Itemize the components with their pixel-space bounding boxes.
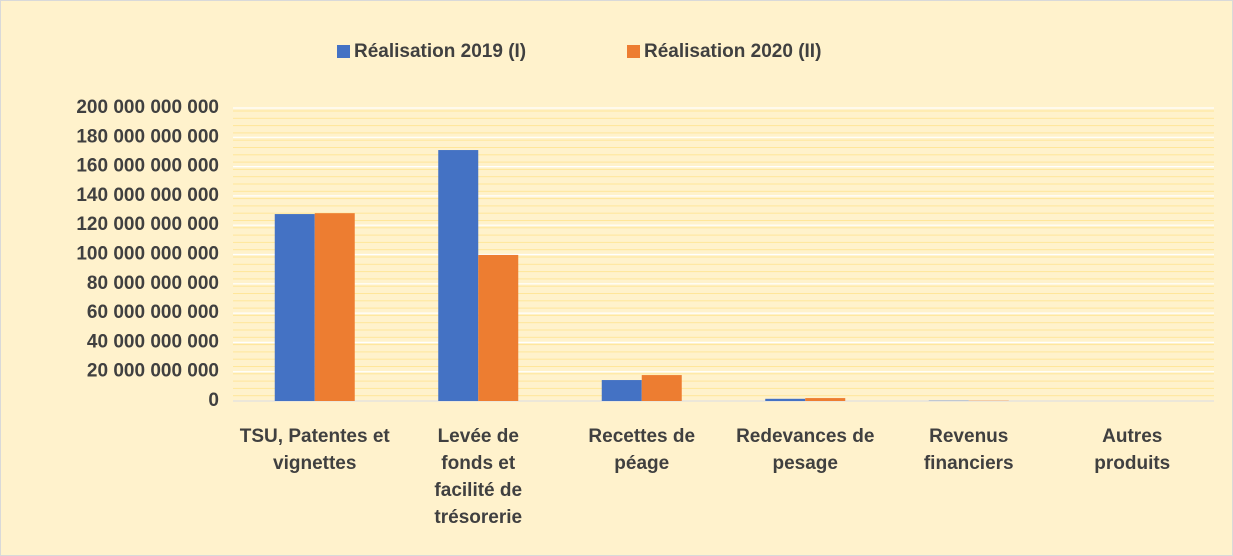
bar: [438, 150, 479, 401]
x-tick-label: Levée de fonds et facilité de trésorerie: [434, 426, 523, 528]
y-tick-label: 80 000 000 000: [87, 273, 219, 294]
y-tick-label: 120 000 000 000: [76, 214, 219, 235]
legend-swatch: [627, 45, 640, 58]
bar: [478, 254, 519, 401]
y-tick-label: 180 000 000 000: [76, 126, 219, 147]
x-tick-label: Revenus financiers: [923, 426, 1014, 474]
bar: [601, 380, 642, 401]
bar: [805, 398, 846, 401]
y-tick-label: 20 000 000 000: [87, 361, 219, 382]
bar: [641, 375, 682, 401]
bar: [274, 214, 315, 401]
y-tick-label: 160 000 000 000: [76, 156, 219, 177]
x-tick-label: Recettes de péage: [588, 426, 696, 474]
y-tick-label: 0: [208, 390, 219, 411]
x-tick-label: TSU, Patentes et vignettes: [239, 426, 390, 474]
legend-label: Réalisation 2020 (II): [644, 41, 821, 62]
x-tick-label: Autres produits: [1094, 426, 1171, 474]
y-tick-label: 140 000 000 000: [76, 185, 219, 206]
legend-label: Réalisation 2019 (I): [354, 41, 526, 62]
y-tick-label: 40 000 000 000: [87, 331, 219, 352]
y-tick-label: 100 000 000 000: [76, 244, 219, 265]
legend-swatch: [337, 45, 350, 58]
bar: [765, 398, 806, 401]
y-tick-label: 60 000 000 000: [87, 302, 219, 323]
x-tick-label: Redevances de pesage: [736, 426, 875, 474]
y-tick-label: 200 000 000 000: [76, 97, 219, 118]
bar: [314, 213, 355, 401]
